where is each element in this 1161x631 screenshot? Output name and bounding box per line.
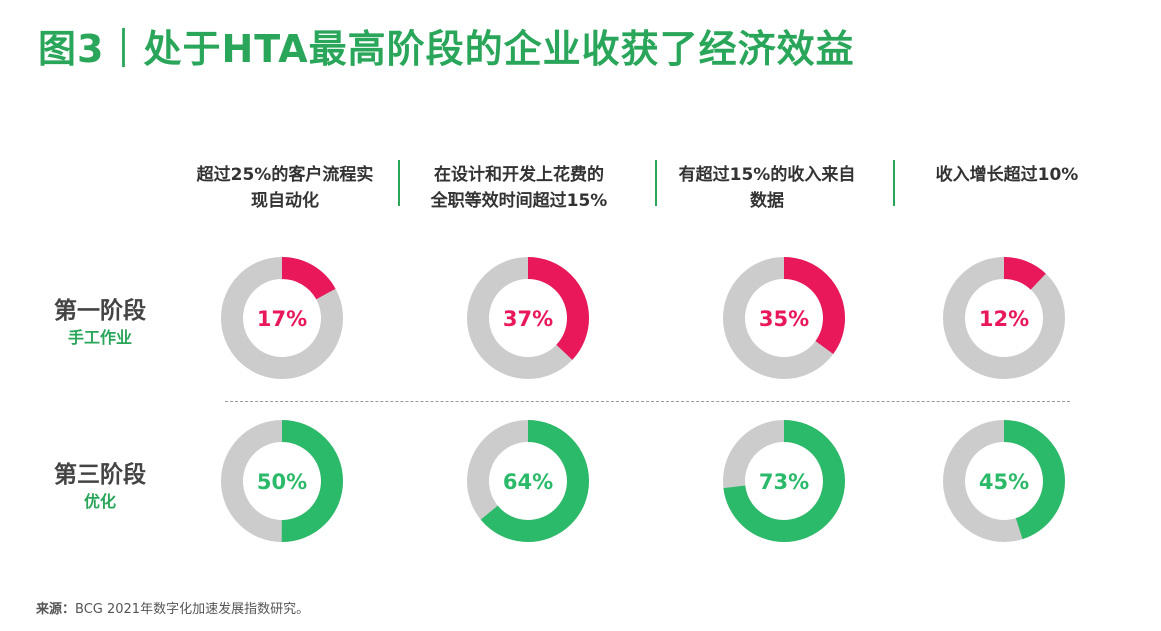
column-header-design-fte: 在设计和开发上花费的 全职等效时间超过15% (414, 162, 624, 214)
column-header-line2: 现自动化 (251, 191, 319, 211)
stage-subtitle: 手工作业 (67, 328, 132, 347)
donut-stage1-4: 12% (943, 257, 1065, 379)
stage-name: 第一阶段 (54, 298, 146, 324)
source-text: BCG 2021年数字化加速发展指数研究。 (75, 602, 310, 617)
row-label-stage-3: 第三阶段 优化 (25, 460, 175, 514)
row-label-stage-1: 第一阶段 手工作业 (25, 296, 175, 350)
donut-value-label: 45% (979, 470, 1029, 494)
column-header-data-revenue: 有超过15%的收入来自 数据 (662, 162, 872, 214)
stage-name: 第三阶段 (54, 462, 146, 488)
donut-value-label: 73% (759, 470, 809, 494)
donut-value-arc (723, 420, 845, 542)
donut-stage3-4: 45% (943, 420, 1065, 542)
donut-value-arc (221, 420, 343, 542)
donut-value-arc (221, 257, 343, 379)
column-divider (893, 160, 895, 206)
row-separator (225, 401, 1070, 402)
donut-stage1-2: 37% (467, 257, 589, 379)
donut-stage3-1: 50% (221, 420, 343, 542)
column-header-line1: 有超过15%的收入来自 (678, 165, 856, 185)
column-header-line1: 超过25%的客户流程实 (196, 165, 374, 185)
column-header-automation: 超过25%的客户流程实 现自动化 (180, 162, 390, 214)
stage-subtitle: 优化 (83, 492, 116, 511)
column-divider (398, 160, 400, 206)
donut-value-label: 12% (979, 307, 1029, 331)
donut-value-label: 64% (503, 470, 553, 494)
donut-value-arc (943, 257, 1065, 379)
donut-stage1-1: 17% (221, 257, 343, 379)
donut-stage3-3: 73% (723, 420, 845, 542)
donut-value-label: 35% (759, 307, 809, 331)
column-header-line2: 全职等效时间超过15% (430, 191, 608, 211)
donut-value-label: 50% (257, 470, 307, 494)
donut-value-arc (723, 257, 845, 379)
source-label: 来源： (36, 602, 76, 617)
donut-value-arc (467, 257, 589, 379)
donut-value-label: 37% (503, 307, 553, 331)
column-header-line1: 在设计和开发上花费的 (434, 165, 604, 185)
column-header-line1: 收入增长超过10% (935, 165, 1079, 185)
column-divider (655, 160, 657, 206)
chart-title: 图3｜处于HTA最高阶段的企业收获了经济效益 (38, 27, 855, 71)
donut-value-arc (943, 420, 1065, 542)
donut-value-arc (467, 420, 589, 542)
donut-stage3-2: 64% (467, 420, 589, 542)
donut-stage1-3: 35% (723, 257, 845, 379)
column-header-revenue-growth: 收入增长超过10% (902, 162, 1112, 188)
column-header-line2: 数据 (750, 191, 784, 211)
donut-value-label: 17% (257, 307, 307, 331)
source-note: 来源：BCG 2021年数字化加速发展指数研究。 (36, 598, 309, 617)
